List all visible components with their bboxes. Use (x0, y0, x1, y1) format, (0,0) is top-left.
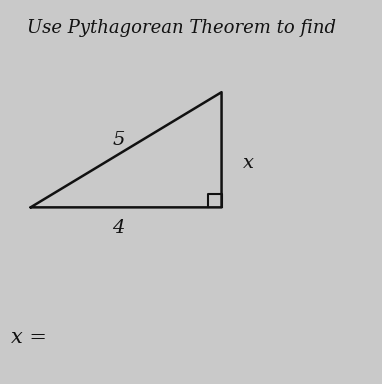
Text: 4: 4 (112, 220, 125, 237)
Text: x =: x = (11, 328, 47, 348)
Text: x: x (243, 154, 254, 172)
Text: Use Pythagorean Theorem to find: Use Pythagorean Theorem to find (27, 19, 336, 37)
Text: 5: 5 (112, 131, 125, 149)
